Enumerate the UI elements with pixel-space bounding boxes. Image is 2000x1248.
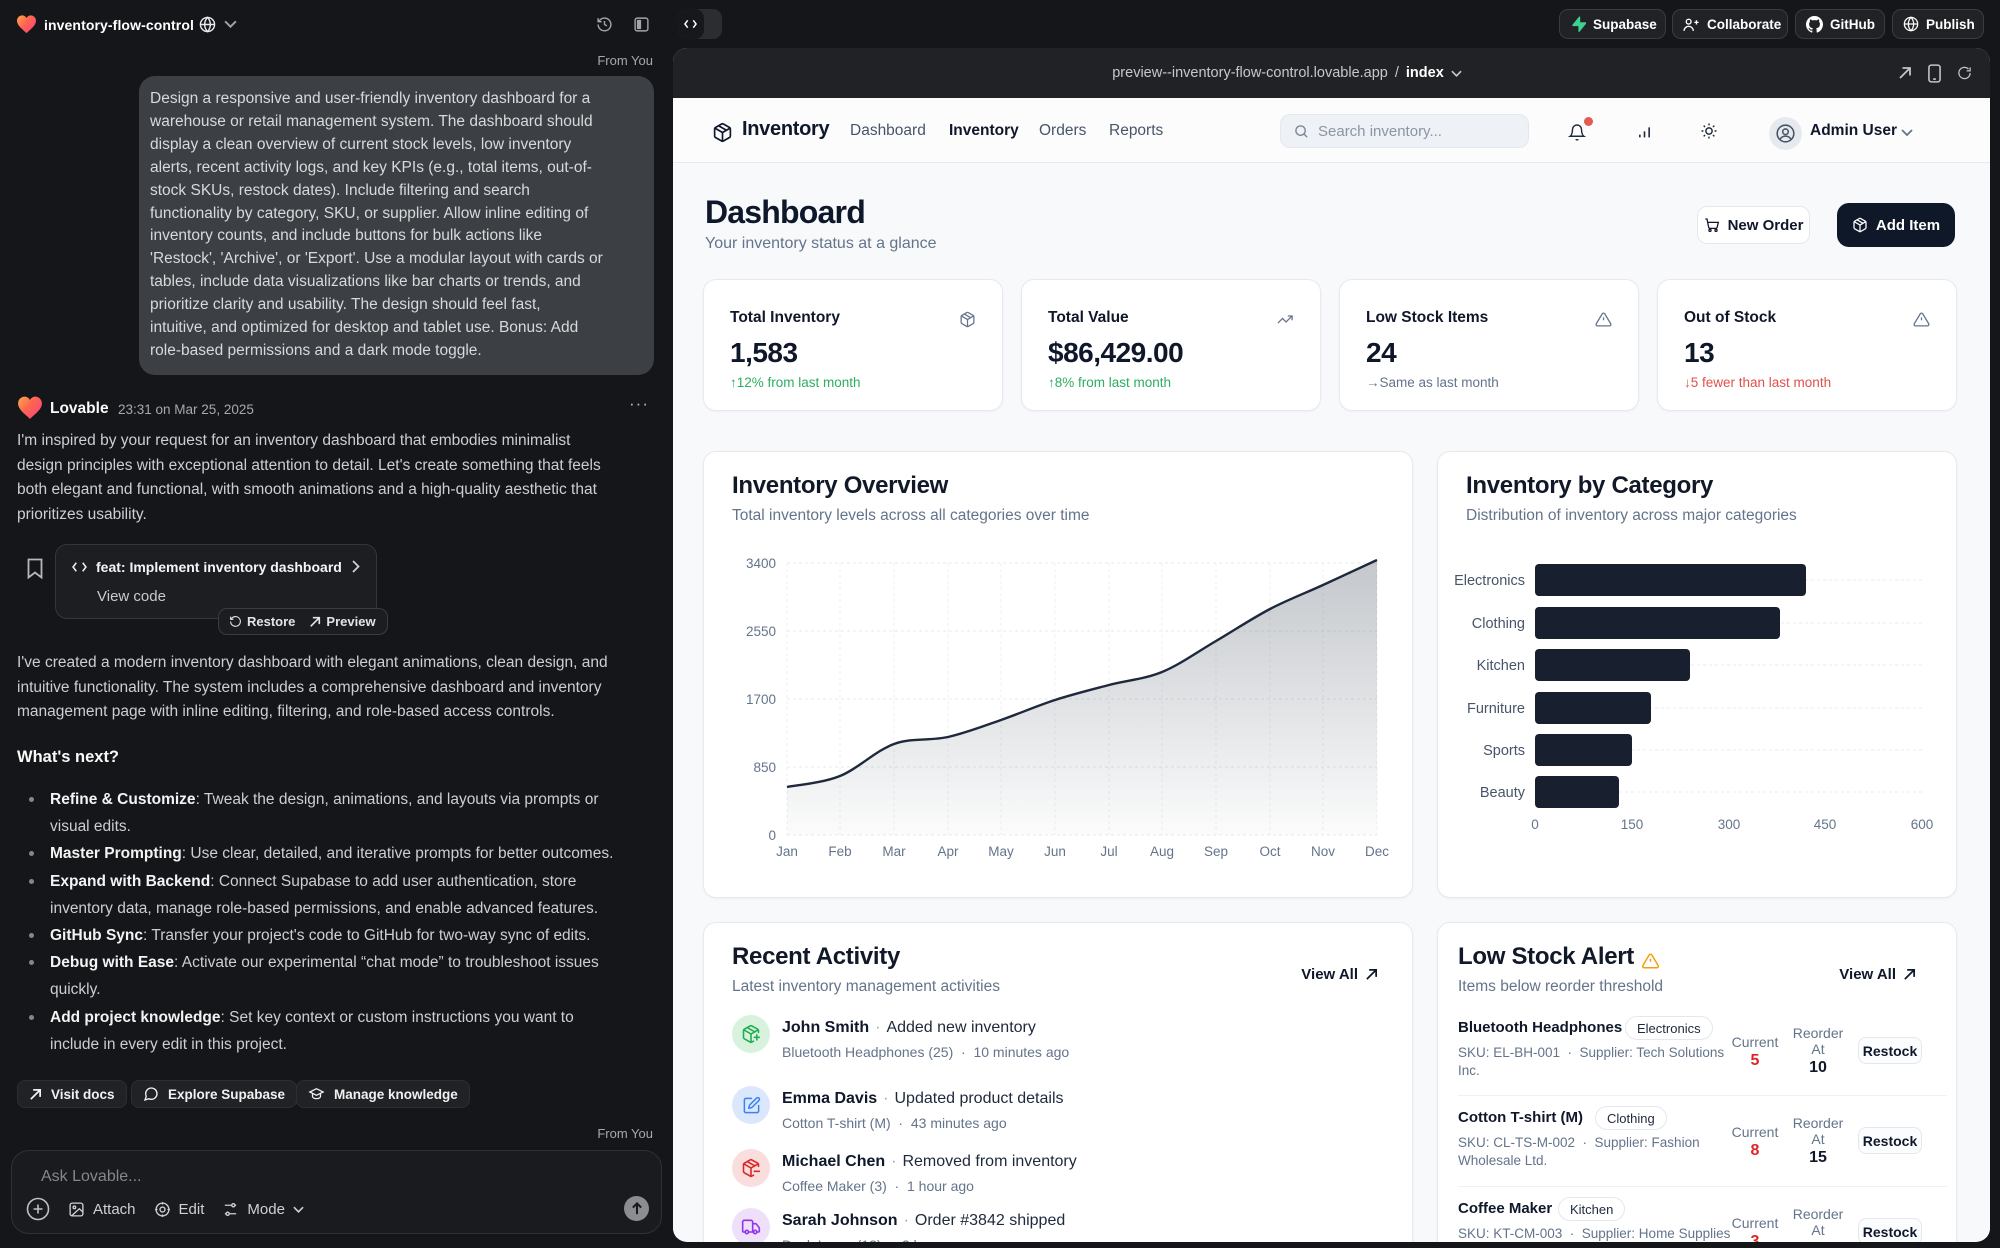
svg-text:1700: 1700 — [746, 692, 776, 707]
svg-text:300: 300 — [1718, 817, 1741, 832]
svg-text:Furniture: Furniture — [1467, 701, 1525, 717]
svg-text:Jan: Jan — [776, 844, 798, 859]
svg-text:Nov: Nov — [1311, 844, 1335, 859]
svg-text:Clothing: Clothing — [1472, 616, 1525, 632]
svg-text:0: 0 — [1531, 817, 1539, 832]
svg-text:150: 150 — [1621, 817, 1644, 832]
svg-text:Oct: Oct — [1259, 844, 1280, 859]
svg-text:Apr: Apr — [937, 844, 959, 859]
svg-text:2550: 2550 — [746, 624, 776, 639]
svg-text:Sports: Sports — [1483, 743, 1525, 759]
svg-text:Aug: Aug — [1150, 844, 1174, 859]
svg-text:Mar: Mar — [882, 844, 906, 859]
svg-text:Kitchen: Kitchen — [1477, 658, 1525, 674]
svg-text:Jun: Jun — [1044, 844, 1066, 859]
svg-text:Feb: Feb — [828, 844, 851, 859]
svg-text:3400: 3400 — [746, 556, 776, 571]
svg-text:Sep: Sep — [1204, 844, 1228, 859]
svg-text:Electronics: Electronics — [1454, 573, 1525, 589]
svg-text:Dec: Dec — [1365, 844, 1389, 859]
svg-text:450: 450 — [1814, 817, 1837, 832]
svg-text:Beauty: Beauty — [1480, 785, 1526, 801]
svg-text:850: 850 — [753, 760, 776, 775]
svg-text:600: 600 — [1911, 817, 1934, 832]
svg-text:Jul: Jul — [1100, 844, 1117, 859]
svg-text:0: 0 — [768, 828, 776, 843]
svg-text:May: May — [988, 844, 1014, 859]
